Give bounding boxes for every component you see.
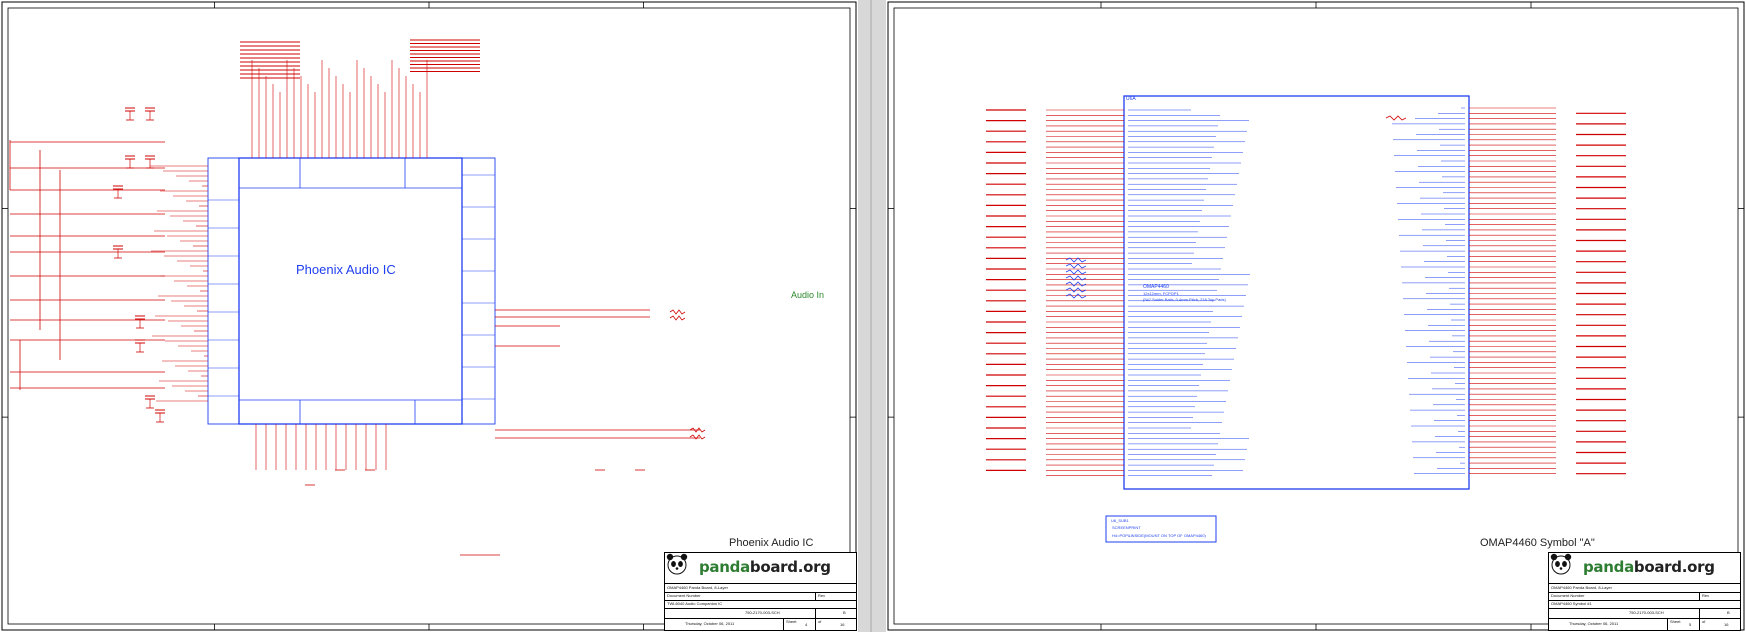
brand-text: pandaboard.org xyxy=(1583,558,1715,576)
note-line-2: H4=POP&INSIDE(MOUNT ON TOP OF OMAP4460) xyxy=(1112,533,1206,538)
sheet-border xyxy=(1,1,857,631)
tb-project: OMAP4460 Panda Board, 8-Layer xyxy=(667,585,728,590)
resistor-symbol xyxy=(689,434,706,440)
resistor-symbol xyxy=(1065,281,1087,287)
resistor-symbol xyxy=(1065,263,1087,269)
pandaboard-logo: pandaboard.org xyxy=(665,553,856,584)
tb-project: OMAP4460 Panda Board, 8-Layer xyxy=(1551,585,1612,590)
schematic-drawing-right xyxy=(887,1,1745,631)
tb-sheet-label: Sheet xyxy=(1670,619,1681,624)
resistor-symbol xyxy=(1065,287,1087,293)
resistor-symbol xyxy=(669,309,686,315)
chip-ref-label: U6A xyxy=(1126,96,1136,102)
tb-date: Thursday, October 06, 2011 xyxy=(685,621,735,626)
resistor-symbol xyxy=(1065,275,1087,281)
chip-title-phoenix: Phoenix Audio IC xyxy=(296,262,396,277)
tb-doc-label: Document Number xyxy=(1551,593,1585,598)
omap-chip-outline xyxy=(1123,95,1470,490)
tb-rev: B xyxy=(843,610,846,615)
schematic-sheet-omap4460: U6A OMAP4460 12x12mm, FCPOP1 (547 Solder… xyxy=(886,0,1746,632)
screenprint-note-box xyxy=(1105,515,1217,543)
tb-rev-label: Rev xyxy=(1702,593,1710,598)
schematic-drawing-left xyxy=(1,1,857,631)
resistor-symbol xyxy=(689,427,706,433)
tb-of-label: of xyxy=(1702,619,1706,624)
tb-sheet-title: TWL6040 Audio Companion IC xyxy=(667,601,723,606)
tb-doc-number: 750-2170-003-SCH xyxy=(1629,610,1664,615)
chip-desc-2: (547 Solder Balls, 0.4mm Pitch, 216 Top … xyxy=(1143,297,1226,302)
chip-left-block xyxy=(207,157,240,425)
sheet-inner-border xyxy=(7,7,851,625)
tb-total: 16 xyxy=(840,622,845,627)
tb-date: Thursday, October 06, 2011 xyxy=(1569,621,1619,626)
resistor-symbol xyxy=(669,315,686,321)
chip-right-block xyxy=(461,157,496,425)
panda-icon xyxy=(1550,553,1572,575)
tb-sheet-label: Sheet xyxy=(786,619,797,624)
tb-sheet-no: 4 xyxy=(805,622,808,627)
tb-sheet-no: 5 xyxy=(1689,622,1692,627)
tb-rev: B xyxy=(1727,610,1730,615)
sheet-inner-border xyxy=(893,7,1739,625)
phoenix-chip-outline xyxy=(238,157,463,425)
sheet-caption-right: OMAP4460 Symbol "A" xyxy=(1480,537,1595,549)
sheet-caption-left: Phoenix Audio IC xyxy=(729,537,814,549)
tb-sheet-title: OMAP4460 Symbol #1 xyxy=(1551,601,1592,606)
note-line-1: SCREENPRINT xyxy=(1112,525,1141,530)
brand-text: pandaboard.org xyxy=(699,558,831,576)
pandaboard-logo: pandaboard.org xyxy=(1549,553,1740,584)
tb-doc-number: 750-2170-003-SCH xyxy=(745,610,780,615)
title-block-left: pandaboard.org OMAP4460 Panda Board, 8-L… xyxy=(664,552,857,631)
tb-rev-label: Rev xyxy=(818,593,826,598)
resistor-symbol xyxy=(1065,293,1087,299)
net-label-audio-in: Audio In xyxy=(791,290,825,300)
note-ref: U6_SUB1 xyxy=(1111,518,1129,523)
chip-desc-1: 12x12mm, FCPOP1 xyxy=(1143,291,1179,296)
tb-total: 16 xyxy=(1724,622,1729,627)
title-block-right: pandaboard.org OMAP4460 Panda Board, 8-L… xyxy=(1548,552,1741,631)
tb-of-label: of xyxy=(818,619,822,624)
schematic-sheet-phoenix-audio: Phoenix Audio IC Audio In Phoenix Audio … xyxy=(0,0,858,632)
resistor-symbol xyxy=(1065,257,1087,263)
resistor-symbol xyxy=(1065,269,1087,275)
resistor-symbol xyxy=(1385,115,1407,121)
panda-icon xyxy=(666,553,688,575)
tb-doc-label: Document Number xyxy=(667,593,701,598)
window-divider xyxy=(858,0,886,632)
chip-name-label: OMAP4460 xyxy=(1143,284,1169,290)
